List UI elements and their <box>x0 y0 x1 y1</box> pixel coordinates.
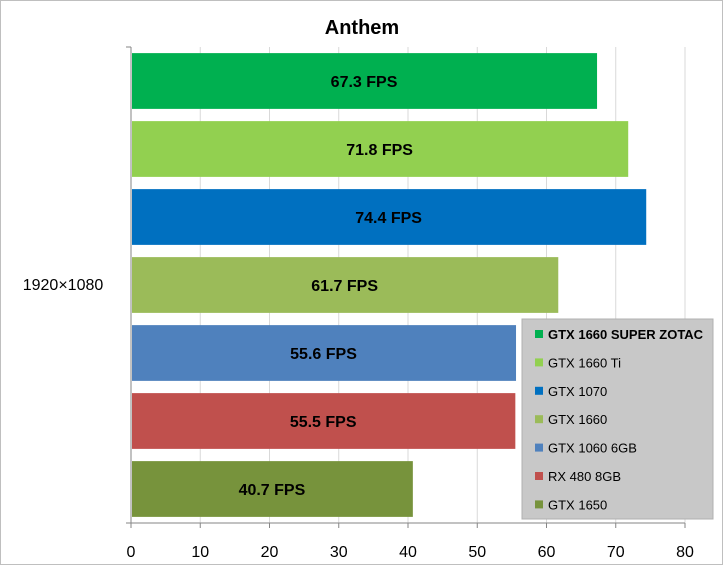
bars: 67.3 FPS 71.8 FPS 74.4 FPS 61.7 FPS 55.6 FPS… <box>132 53 647 517</box>
legend-entry: GTX 1060 6GB <box>548 441 637 456</box>
x-tick-label: 10 <box>191 544 209 561</box>
x-tick-label: 40 <box>399 544 417 561</box>
legend-box <box>521 318 714 520</box>
x-tick-label: 80 <box>676 544 694 561</box>
legend-entry: GTX 1660 Ti <box>548 355 621 370</box>
legend-swatch <box>535 386 543 395</box>
bar-data-label: 40.7 FPS <box>239 482 306 499</box>
legend-entry: GTX 1070 <box>548 384 607 399</box>
bar-data-label: 67.3 FPS <box>331 74 398 91</box>
bar <box>132 257 559 313</box>
legend-entry: GTX 1660 <box>548 412 607 427</box>
legend-swatch <box>535 500 543 509</box>
bar <box>132 53 598 109</box>
bar-data-label: 71.8 FPS <box>346 142 413 159</box>
legend-swatch <box>535 443 543 452</box>
bar-data-label: 55.5 FPS <box>290 414 357 431</box>
x-tick-label: 70 <box>607 544 625 561</box>
bar <box>132 461 413 517</box>
legend-swatch <box>535 472 543 480</box>
chart-title: Anthem <box>325 17 399 39</box>
bar-data-label: 74.4 FPS <box>355 210 422 227</box>
category-label: 1920×1080 <box>23 277 104 294</box>
legend-entry: RX 480 8GB <box>548 469 621 484</box>
x-tick-label: 0 <box>127 544 136 561</box>
legend-entry: GTX 1650 <box>548 497 607 512</box>
bar-data-label: 61.7 FPS <box>311 278 378 295</box>
x-tick-label: 30 <box>330 544 348 561</box>
bar-data-label: 55.6 FPS <box>290 346 357 363</box>
x-tick-label: 20 <box>261 544 279 561</box>
bar <box>132 393 516 449</box>
legend-swatch <box>535 330 543 338</box>
x-tick-label: 50 <box>468 544 486 561</box>
bar <box>132 325 517 381</box>
legend: GTX 1660 SUPER ZOTAC GTX 1660 Ti GTX 1070 G… <box>521 318 714 520</box>
legend-swatch <box>535 358 543 367</box>
legend-swatch <box>535 415 543 424</box>
legend-entry: GTX 1660 SUPER ZOTAC <box>548 327 704 342</box>
bar <box>132 121 629 177</box>
x-tick-label: 60 <box>538 544 556 561</box>
bar <box>132 189 647 245</box>
axes: 0 10 20 30 40 50 60 70 80 <box>126 46 694 561</box>
